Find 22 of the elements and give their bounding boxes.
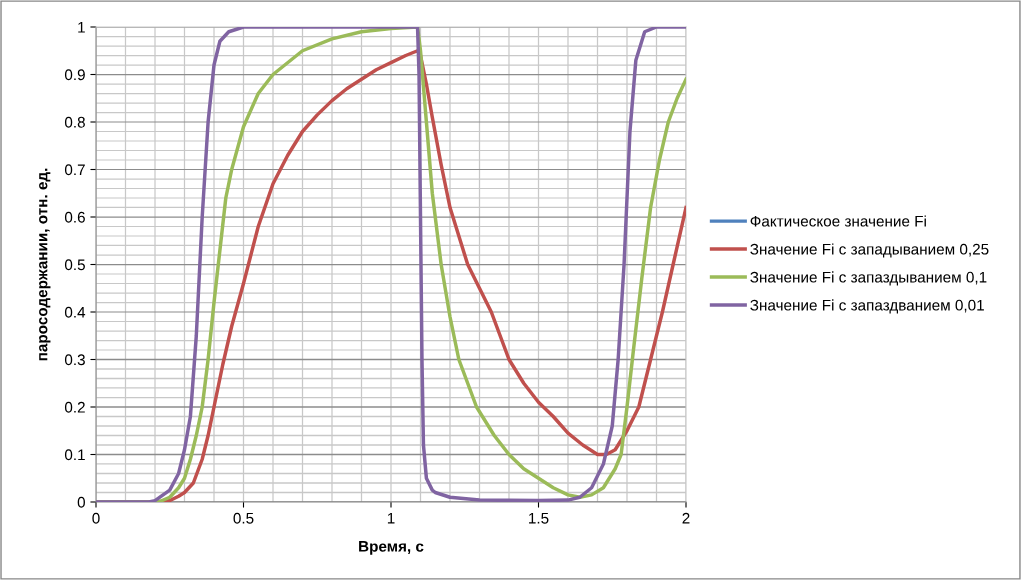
- x-tick-label: 1.5: [529, 512, 549, 524]
- legend-label: Значение Fi с запаздыванием 0,1: [750, 271, 987, 286]
- y-tick-label: 0.8: [64, 116, 85, 128]
- y-tick-label: 0.5: [64, 259, 85, 271]
- y-tick-label: 0.4: [64, 306, 86, 318]
- y-axis-title: паросодержании, отн. ед.: [39, 168, 51, 361]
- x-tick-label: 0.5: [233, 512, 254, 524]
- y-tick-label: 0.2: [64, 401, 85, 413]
- y-tick-label: 0.6: [64, 211, 85, 223]
- x-tick-label: 0: [92, 512, 100, 524]
- x-axis-title: Время, с: [359, 541, 424, 555]
- x-tick-label: 2: [682, 512, 690, 524]
- y-tick-label: 1: [78, 22, 85, 33]
- y-tick-label: 0: [77, 496, 85, 508]
- legend-label: Фактическое значение Fi: [750, 215, 926, 227]
- y-tick-label: 0.1: [64, 449, 85, 461]
- legend-label: Значение Fi с запаздванием 0,01: [750, 299, 984, 314]
- y-tick-label: 0.3: [64, 354, 85, 366]
- y-tick-label: 0.9: [64, 69, 85, 81]
- x-tick-label: 1: [387, 512, 395, 524]
- y-tick-label: 0.7: [64, 164, 85, 176]
- legend-label: Значение Fi с западыванием 0,25: [750, 243, 989, 258]
